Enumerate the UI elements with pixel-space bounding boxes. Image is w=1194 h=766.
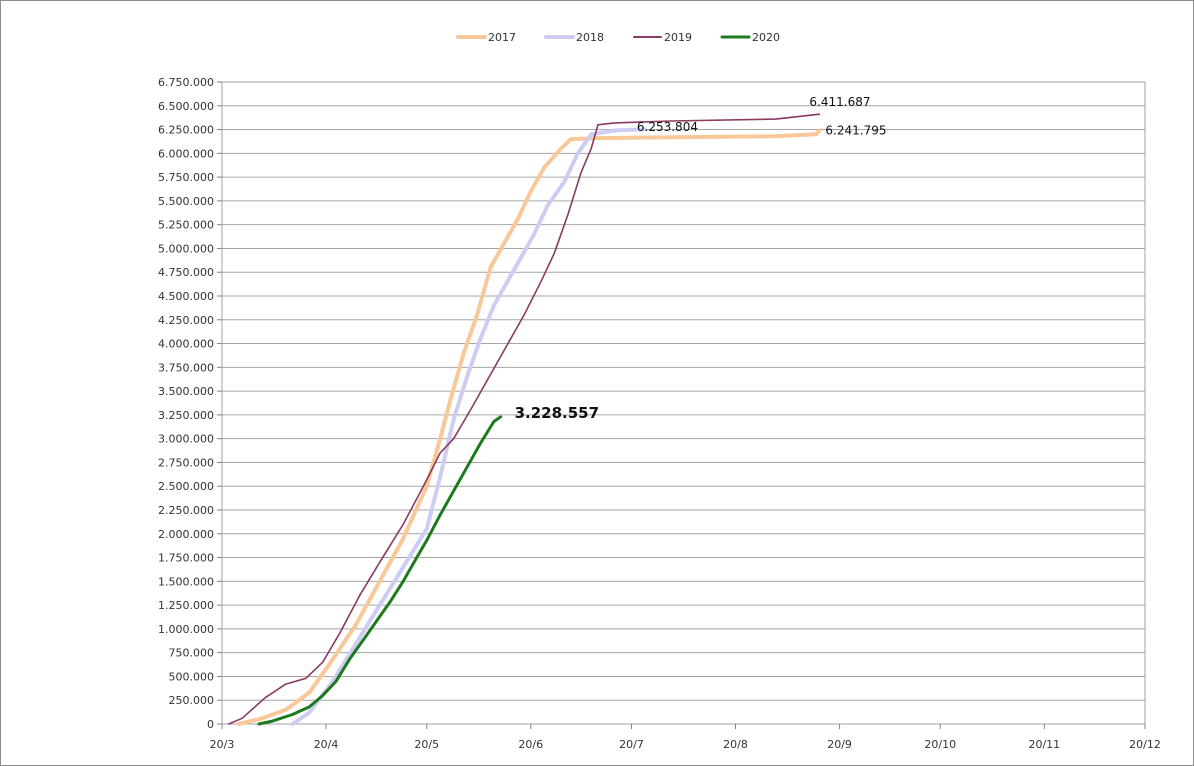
y-tick-label: 750.000 bbox=[169, 647, 215, 660]
legend: 2017 2018 2019 2020 bbox=[456, 31, 780, 44]
y-tick-label: 2.750.000 bbox=[158, 456, 214, 469]
y-tick-label: 5.750.000 bbox=[158, 171, 214, 184]
x-tick-label: 20/12 bbox=[1129, 738, 1161, 751]
x-tick-label: 20/9 bbox=[827, 738, 852, 751]
y-tick-label: 6.750.000 bbox=[158, 76, 214, 89]
x-tick-label: 20/10 bbox=[924, 738, 956, 751]
y-tick-label: 3.750.000 bbox=[158, 361, 214, 374]
data-label-2017: 6.241.795 bbox=[825, 123, 886, 137]
y-tick-label: 3.250.000 bbox=[158, 409, 214, 422]
series-line-2020 bbox=[257, 415, 503, 726]
y-tick-label: 6.250.000 bbox=[158, 124, 214, 137]
y-tick-label: 5.000.000 bbox=[158, 242, 214, 255]
data-label-2018: 6.253.804 bbox=[637, 120, 698, 134]
x-tick-label: 20/7 bbox=[619, 738, 644, 751]
y-tick-label: 5.500.000 bbox=[158, 195, 214, 208]
legend-label-2018: 2018 bbox=[576, 31, 604, 44]
y-tick-label: 0 bbox=[207, 718, 214, 731]
series-line-2017 bbox=[236, 128, 822, 726]
y-tick-label: 1.750.000 bbox=[158, 552, 214, 565]
legend-label-2017: 2017 bbox=[488, 31, 516, 44]
y-tick-label: 3.000.000 bbox=[158, 433, 214, 446]
y-axis-ticks: 0 250.000 500.000 750.000 1.000.000 1.250.000… bbox=[158, 76, 222, 731]
x-axis-ticks: 20/3 20/4 20/5 20/6 20/7 20/8 20/9 20/10 20/11 20… bbox=[210, 724, 1161, 751]
x-tick-label: 20/4 bbox=[314, 738, 339, 751]
x-tick-label: 20/8 bbox=[723, 738, 748, 751]
x-tick-label: 20/5 bbox=[414, 738, 439, 751]
y-tick-label: 1.250.000 bbox=[158, 599, 214, 612]
legend-label-2019: 2019 bbox=[664, 31, 692, 44]
y-tick-label: 4.750.000 bbox=[158, 266, 214, 279]
grid-lines bbox=[222, 81, 1145, 701]
data-label-2020: 3.228.557 bbox=[515, 404, 599, 422]
legend-label-2020: 2020 bbox=[752, 31, 780, 44]
x-tick-label: 20/11 bbox=[1028, 738, 1060, 751]
series-line-2018 bbox=[290, 127, 647, 726]
x-tick-label: 20/6 bbox=[518, 738, 543, 751]
y-tick-label: 5.250.000 bbox=[158, 219, 214, 232]
y-tick-label: 1.000.000 bbox=[158, 623, 214, 636]
y-tick-label: 3.500.000 bbox=[158, 385, 214, 398]
y-tick-label: 500.000 bbox=[169, 670, 215, 683]
plot-area-border bbox=[221, 81, 1146, 725]
y-tick-label: 4.250.000 bbox=[158, 314, 214, 327]
y-tick-label: 1.500.000 bbox=[158, 575, 214, 588]
y-tick-label: 6.000.000 bbox=[158, 147, 214, 160]
y-tick-label: 4.000.000 bbox=[158, 338, 214, 351]
data-label-2019: 6.411.687 bbox=[809, 95, 870, 109]
series-line-2019 bbox=[227, 113, 821, 725]
y-tick-label: 2.250.000 bbox=[158, 504, 214, 517]
series-lines bbox=[227, 113, 822, 726]
y-tick-label: 250.000 bbox=[169, 694, 215, 707]
y-tick-label: 2.500.000 bbox=[158, 480, 214, 493]
x-tick-label: 20/3 bbox=[210, 738, 235, 751]
y-tick-label: 2.000.000 bbox=[158, 528, 214, 541]
y-tick-label: 6.500.000 bbox=[158, 100, 214, 113]
y-tick-label: 4.500.000 bbox=[158, 290, 214, 303]
end-value-labels: 6.411.687 6.253.804 6.241.795 3.228.557 bbox=[515, 95, 887, 422]
